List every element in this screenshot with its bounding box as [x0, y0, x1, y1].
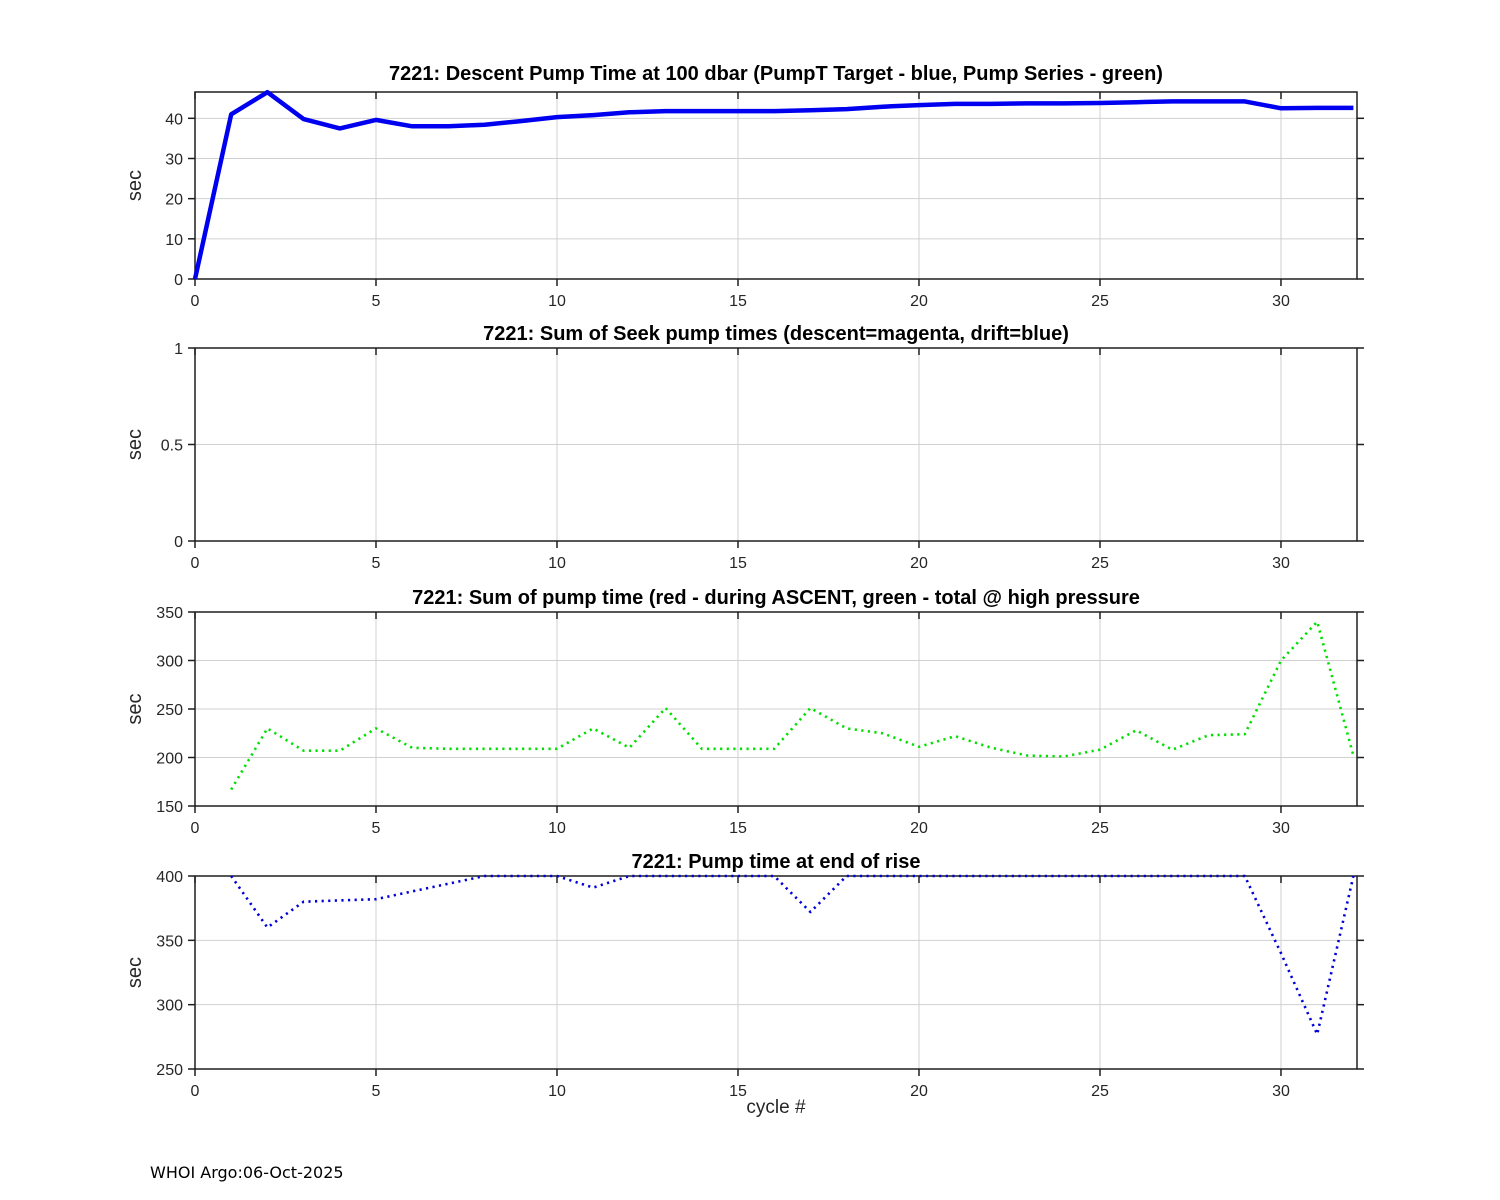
- svg-text:0: 0: [191, 293, 200, 310]
- svg-text:15: 15: [729, 820, 747, 837]
- svg-text:200: 200: [156, 751, 183, 768]
- svg-text:15: 15: [729, 1083, 747, 1100]
- subplot4-axes: 0 5 10 15 20 25 30 250 300 350 400: [156, 869, 1364, 1100]
- x-axis-label: cycle #: [746, 1097, 806, 1118]
- svg-text:10: 10: [165, 232, 183, 249]
- svg-text:40: 40: [165, 111, 183, 128]
- svg-text:0.5: 0.5: [161, 438, 183, 455]
- svg-text:250: 250: [156, 702, 183, 719]
- svg-text:300: 300: [156, 998, 183, 1015]
- svg-text:25: 25: [1091, 555, 1109, 572]
- svg-text:0: 0: [191, 1083, 200, 1100]
- svg-text:350: 350: [156, 605, 183, 622]
- svg-text:25: 25: [1091, 293, 1109, 310]
- svg-text:10: 10: [548, 1083, 566, 1100]
- svg-text:1: 1: [174, 341, 183, 358]
- svg-text:30: 30: [1272, 820, 1290, 837]
- svg-text:25: 25: [1091, 820, 1109, 837]
- svg-text:20: 20: [910, 555, 928, 572]
- svg-text:20: 20: [910, 293, 928, 310]
- svg-text:30: 30: [1272, 293, 1290, 310]
- svg-text:15: 15: [729, 555, 747, 572]
- subplot3-ylabel: sec: [124, 693, 146, 724]
- svg-text:20: 20: [910, 1083, 928, 1100]
- svg-text:10: 10: [548, 820, 566, 837]
- svg-text:0: 0: [174, 272, 183, 289]
- svg-text:0: 0: [191, 555, 200, 572]
- subplot1-title: 7221: Descent Pump Time at 100 dbar (Pum…: [389, 63, 1163, 85]
- svg-text:300: 300: [156, 654, 183, 671]
- svg-text:250: 250: [156, 1062, 183, 1079]
- svg-text:30: 30: [1272, 555, 1290, 572]
- subplot4-ylabel: sec: [124, 957, 146, 988]
- svg-text:5: 5: [372, 1083, 381, 1100]
- svg-text:5: 5: [372, 820, 381, 837]
- svg-text:10: 10: [548, 293, 566, 310]
- subplot2-axes: 0 5 10 15 20 25 30 0 0.5 1: [161, 341, 1364, 572]
- svg-text:15: 15: [729, 293, 747, 310]
- svg-text:400: 400: [156, 869, 183, 886]
- subplot4-title: 7221: Pump time at end of rise: [632, 851, 921, 873]
- footer-timestamp: WHOI Argo:06-Oct-2025: [150, 1163, 344, 1182]
- svg-text:20: 20: [165, 192, 183, 209]
- svg-text:20: 20: [910, 820, 928, 837]
- subplot3-title: 7221: Sum of pump time (red - during ASC…: [412, 587, 1140, 609]
- subplot1-axes: 0 5 10 15 20 25 30 0 10 20 30 40: [165, 89, 1364, 310]
- svg-text:10: 10: [548, 555, 566, 572]
- subplot2-title: 7221: Sum of Seek pump times (descent=ma…: [483, 323, 1069, 345]
- svg-text:30: 30: [1272, 1083, 1290, 1100]
- svg-text:0: 0: [191, 820, 200, 837]
- subplot3-axes: 0 5 10 15 20 25 30 150 200 250 300 350: [156, 605, 1364, 837]
- svg-text:0: 0: [174, 534, 183, 551]
- svg-text:150: 150: [156, 799, 183, 816]
- svg-text:30: 30: [165, 151, 183, 168]
- subplot1-ylabel: sec: [124, 170, 146, 201]
- svg-text:5: 5: [372, 293, 381, 310]
- svg-text:5: 5: [372, 555, 381, 572]
- svg-text:25: 25: [1091, 1083, 1109, 1100]
- svg-text:350: 350: [156, 933, 183, 950]
- subplot2-ylabel: sec: [124, 429, 146, 460]
